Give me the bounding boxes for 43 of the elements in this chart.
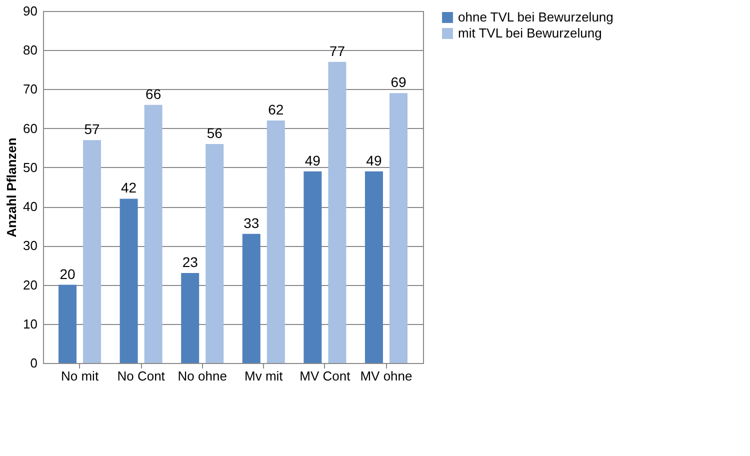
x-tick-label: MV ohne [360, 368, 412, 384]
y-axis-title: Anzahl Pflanzen [4, 138, 20, 238]
bar [83, 140, 102, 363]
bar [389, 93, 408, 363]
data-label: 23 [182, 254, 198, 270]
data-label: 62 [268, 102, 284, 118]
y-tick-label: 50 [23, 160, 38, 175]
legend-label: mit TVL bei Bewurzelung [458, 26, 602, 40]
y-tick-label: 40 [23, 199, 38, 214]
data-label: 57 [84, 121, 100, 138]
data-label: 66 [146, 86, 162, 102]
x-tick-label: No mit [60, 368, 99, 384]
data-label: 33 [244, 214, 260, 231]
bar [58, 284, 77, 363]
bar [242, 234, 260, 363]
data-label: 20 [60, 266, 76, 282]
bar [304, 171, 322, 363]
data-label: 49 [366, 152, 382, 168]
x-tick-label: No Cont [117, 368, 166, 384]
bar [266, 120, 285, 363]
bar [181, 273, 200, 363]
bar [328, 62, 346, 363]
x-tick-label: Mv mit [244, 368, 284, 384]
data-label: 56 [206, 124, 223, 141]
data-label: 42 [121, 180, 137, 196]
y-tick-label: 60 [23, 120, 38, 136]
y-tick-label: 30 [23, 238, 38, 254]
y-tick-label: 80 [23, 42, 38, 58]
y-tick-label: 20 [23, 277, 38, 292]
data-label: 69 [390, 74, 406, 90]
x-tick-label: No ohne [178, 368, 227, 384]
bar [144, 104, 162, 363]
y-tick-label: 90 [23, 4, 38, 18]
legend-label: ohne TVL bei Bewurzelung [458, 10, 614, 24]
bar [120, 198, 138, 363]
bar [206, 144, 224, 363]
x-tick-label: MV Cont [300, 368, 351, 384]
data-label: 49 [304, 152, 321, 168]
y-tick-label: 10 [23, 316, 38, 332]
data-label: 77 [329, 42, 346, 59]
y-tick-label: 70 [23, 82, 38, 97]
y-tick-label: 0 [30, 356, 38, 370]
bar [364, 171, 383, 363]
